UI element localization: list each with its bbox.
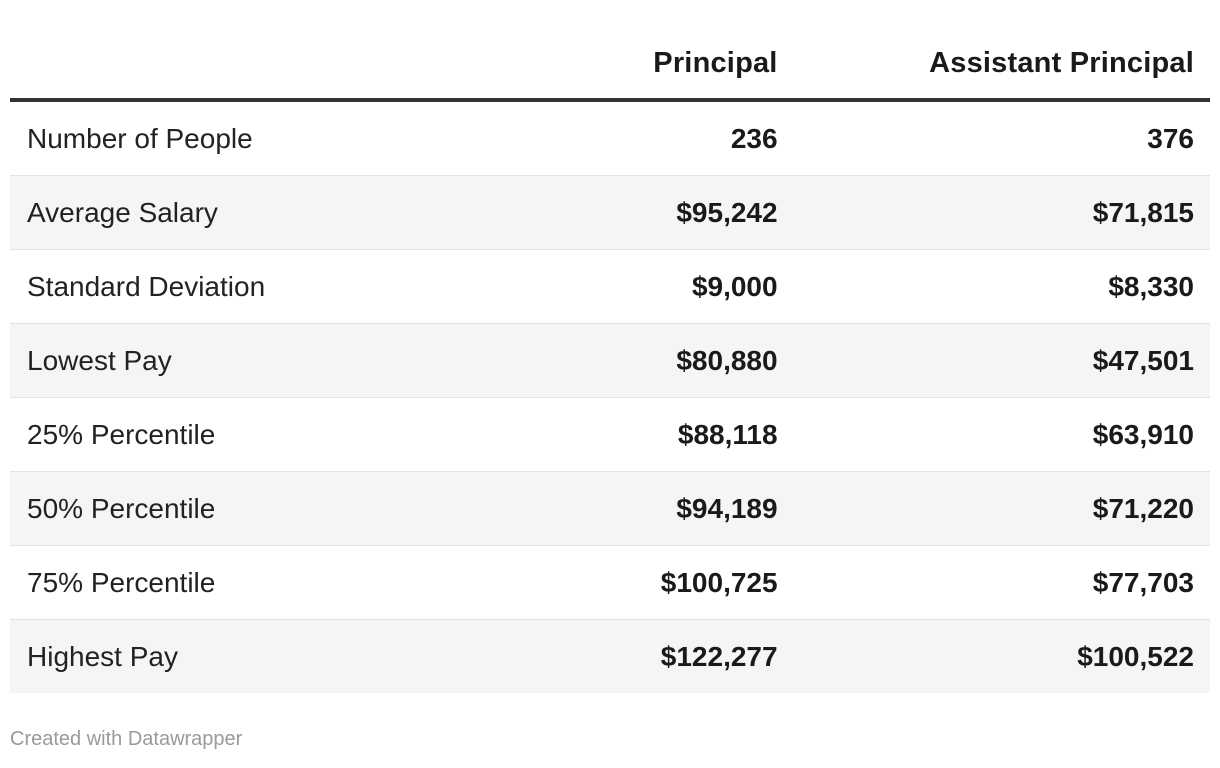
table-container: Principal Assistant Principal Number of … — [10, 0, 1210, 750]
table-row: Number of People 236 376 — [10, 100, 1210, 176]
row-label: 75% Percentile — [27, 567, 216, 598]
principal-value: $80,880 — [676, 345, 778, 376]
principal-value: $122,277 — [660, 641, 778, 672]
principal-value: $88,118 — [677, 419, 778, 450]
header-cell-principal: Principal — [378, 0, 794, 102]
row-label: 25% Percentile — [27, 419, 216, 450]
table-row: Standard Deviation $9,000 $8,330 — [10, 249, 1210, 324]
assistant-principal-value: $8,330 — [1108, 271, 1194, 302]
principal-value: $100,725 — [660, 567, 778, 598]
assistant-principal-value: $63,910 — [1092, 419, 1194, 450]
assistant-principal-value: $47,501 — [1092, 345, 1194, 376]
row-label: Standard Deviation — [27, 271, 266, 302]
principal-value: $95,242 — [676, 197, 778, 228]
assistant-principal-value: 376 — [1147, 123, 1194, 154]
table-row: 25% Percentile $88,118 $63,910 — [10, 397, 1210, 472]
table-body: Number of People 236 376 Average Salary $95,… — [10, 100, 1210, 693]
row-label: Number of People — [27, 123, 253, 154]
assistant-principal-value: $77,703 — [1092, 567, 1194, 598]
table-row: 50% Percentile $94,189 $71,220 — [10, 471, 1210, 546]
principal-value: $9,000 — [691, 271, 778, 302]
row-label: 50% Percentile — [27, 493, 216, 524]
table-row: Average Salary $95,242 $71,815 — [10, 175, 1210, 250]
assistant-principal-value: $71,220 — [1092, 493, 1194, 524]
principal-value: 236 — [730, 123, 778, 154]
table-header: Principal Assistant Principal — [10, 0, 1210, 102]
assistant-principal-value: $71,815 — [1092, 197, 1194, 228]
salary-table: Principal Assistant Principal Number of … — [10, 0, 1210, 693]
principal-value: $94,189 — [676, 493, 778, 524]
header-cell-assistant-principal: Assistant Principal — [793, 0, 1210, 102]
table-row: Highest Pay $122,277 $100,522 — [10, 619, 1210, 693]
assistant-principal-value: $100,522 — [1077, 641, 1194, 672]
header-row: Principal Assistant Principal — [10, 0, 1210, 102]
header-cell-blank — [10, 0, 379, 102]
datawrapper-credit-link[interactable]: Created with Datawrapper — [10, 728, 243, 750]
table-row: Lowest Pay $80,880 $47,501 — [10, 323, 1210, 398]
table-row: 75% Percentile $100,725 $77,703 — [10, 545, 1210, 620]
row-label: Lowest Pay — [27, 345, 172, 376]
row-label: Average Salary — [27, 197, 218, 228]
row-label: Highest Pay — [27, 641, 178, 672]
